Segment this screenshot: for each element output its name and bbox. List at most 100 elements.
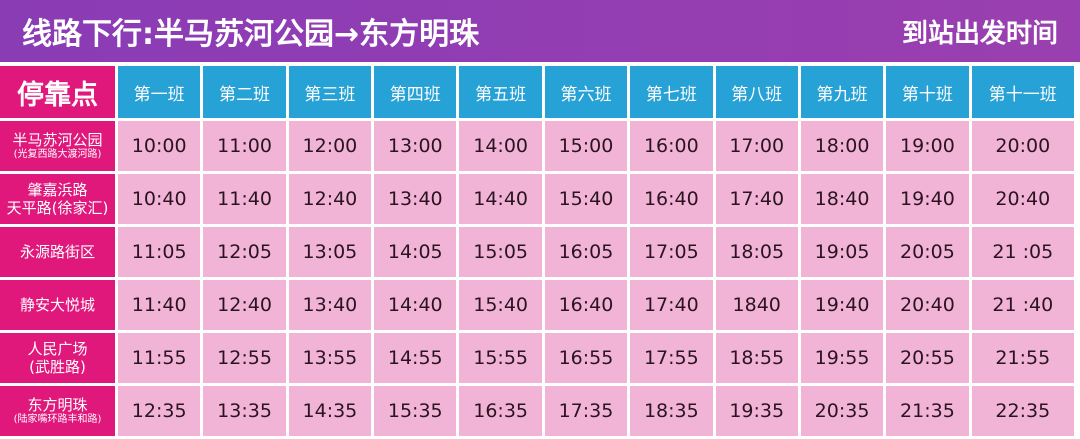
stop-name: 半马苏河公园	[12, 131, 103, 149]
time-cell: 12:35	[118, 386, 201, 436]
stop-name-cell: 半马苏河公园 (光复西路大渡河路)	[0, 121, 115, 171]
time-cell: 14:40	[459, 174, 542, 224]
time-cell: 16:05	[544, 227, 628, 277]
stop-header: 停靠点	[0, 66, 115, 118]
time-cell: 14:40	[374, 280, 457, 330]
run-header: 第十一班	[971, 66, 1074, 118]
time-cell: 12:05	[203, 227, 286, 277]
time-cell: 19:05	[800, 227, 884, 277]
time-cell: 10:00	[118, 121, 201, 171]
time-cell: 15:55	[459, 333, 542, 383]
table-row: 东方明珠 (陆家嘴环路丰和路) 12:35 13:35 14:35 15:35 16:35 1…	[0, 386, 1074, 436]
time-cell: 13:40	[288, 280, 372, 330]
time-cell: 20:00	[971, 121, 1074, 171]
stop-address: (武胜路)	[29, 358, 86, 376]
table-row: 半马苏河公园 (光复西路大渡河路) 10:00 11:00 12:00 13:00 14:0…	[0, 121, 1074, 171]
stop-address: 天平路(徐家汇)	[6, 199, 109, 217]
time-cell: 21 :40	[971, 280, 1074, 330]
time-cell: 12:40	[203, 280, 286, 330]
time-cell: 16:55	[544, 333, 628, 383]
time-cell: 16:00	[630, 121, 713, 171]
header-row: 停靠点 第一班 第二班 第三班 第四班 第五班 第六班 第七班 第八班 第九班 第十班 第十一班	[0, 66, 1074, 118]
time-cell: 17:40	[715, 174, 798, 224]
stop-name: 静安大悦城	[19, 296, 95, 314]
time-cell: 18:55	[715, 333, 798, 383]
time-cell: 13:40	[374, 174, 457, 224]
timetable: 停靠点 第一班 第二班 第三班 第四班 第五班 第六班 第七班 第八班 第九班 第十班 第十一班 半…	[0, 63, 1077, 439]
time-cell: 11:40	[118, 280, 201, 330]
time-cell: 13:00	[374, 121, 457, 171]
time-cell: 19:00	[886, 121, 969, 171]
time-cell: 12:55	[203, 333, 286, 383]
time-cell: 11:00	[203, 121, 286, 171]
stop-name: 永源路街区	[19, 243, 95, 261]
run-header: 第七班	[630, 66, 713, 118]
title-bar: 线路下行:半马苏河公园→东方明珠 到站出发时间	[0, 0, 1080, 62]
stop-name-cell: 静安大悦城	[0, 280, 115, 330]
time-cell: 19:55	[800, 333, 884, 383]
time-cell: 13:55	[288, 333, 372, 383]
time-cell: 11:05	[118, 227, 201, 277]
stop-name-cell: 永源路街区	[0, 227, 115, 277]
time-cell: 16:40	[544, 280, 628, 330]
run-header: 第九班	[800, 66, 884, 118]
run-header: 第四班	[374, 66, 457, 118]
time-cell: 20:40	[886, 280, 969, 330]
table-row: 人民广场 (武胜路) 11:55 12:55 13:55 14:55 15:55 16:55 1…	[0, 333, 1074, 383]
time-cell: 20:55	[886, 333, 969, 383]
time-cell: 13:35	[203, 386, 286, 436]
time-cell: 13:05	[288, 227, 372, 277]
run-header: 第一班	[118, 66, 201, 118]
time-cell: 17:35	[544, 386, 628, 436]
time-cell: 21:35	[886, 386, 969, 436]
run-header: 第五班	[459, 66, 542, 118]
time-cell: 22:35	[971, 386, 1074, 436]
time-cell: 21 :05	[971, 227, 1074, 277]
time-cell: 14:05	[374, 227, 457, 277]
time-cell: 1840	[715, 280, 798, 330]
time-cell: 11:55	[118, 333, 201, 383]
time-cell: 21:55	[971, 333, 1074, 383]
time-cell: 17:05	[630, 227, 713, 277]
stop-name: 肇嘉浜路	[27, 181, 88, 199]
time-cell: 10:40	[118, 174, 201, 224]
time-cell: 19:40	[886, 174, 969, 224]
time-cell: 18:05	[715, 227, 798, 277]
time-cell: 16:40	[630, 174, 713, 224]
time-cell: 12:40	[288, 174, 372, 224]
time-cell: 12:00	[288, 121, 372, 171]
time-cell: 14:35	[288, 386, 372, 436]
run-header: 第三班	[288, 66, 372, 118]
stop-name: 人民广场	[27, 340, 88, 358]
time-cell: 15:40	[459, 280, 542, 330]
stop-address: (光复西路大渡河路)	[13, 149, 102, 160]
stop-name-cell: 人民广场 (武胜路)	[0, 333, 115, 383]
table-row: 静安大悦城 11:40 12:40 13:40 14:40 15:40 16:40 17:40…	[0, 280, 1074, 330]
time-cell: 20:40	[971, 174, 1074, 224]
time-cell: 15:05	[459, 227, 542, 277]
time-cell: 11:40	[203, 174, 286, 224]
time-cell: 17:40	[630, 280, 713, 330]
time-cell: 15:35	[374, 386, 457, 436]
time-cell: 15:00	[544, 121, 628, 171]
table-row: 永源路街区 11:05 12:05 13:05 14:05 15:05 16:05 17:05…	[0, 227, 1074, 277]
time-cell: 14:55	[374, 333, 457, 383]
run-header: 第八班	[715, 66, 798, 118]
time-cell: 17:00	[715, 121, 798, 171]
run-header: 第二班	[203, 66, 286, 118]
table-row: 肇嘉浜路 天平路(徐家汇) 10:40 11:40 12:40 13:40 14:40 15:…	[0, 174, 1074, 224]
time-cell: 18:35	[630, 386, 713, 436]
time-cell: 18:00	[800, 121, 884, 171]
time-cell: 20:35	[800, 386, 884, 436]
time-cell: 18:40	[800, 174, 884, 224]
stop-name-cell: 东方明珠 (陆家嘴环路丰和路)	[0, 386, 115, 436]
stop-name: 东方明珠	[27, 396, 88, 414]
time-cell: 20:05	[886, 227, 969, 277]
stop-address: (陆家嘴环路丰和路)	[13, 414, 102, 425]
stop-name-cell: 肇嘉浜路 天平路(徐家汇)	[0, 174, 115, 224]
time-cell: 19:40	[800, 280, 884, 330]
time-cell: 15:40	[544, 174, 628, 224]
time-cell: 14:00	[459, 121, 542, 171]
time-cell: 17:55	[630, 333, 713, 383]
run-header: 第十班	[886, 66, 969, 118]
